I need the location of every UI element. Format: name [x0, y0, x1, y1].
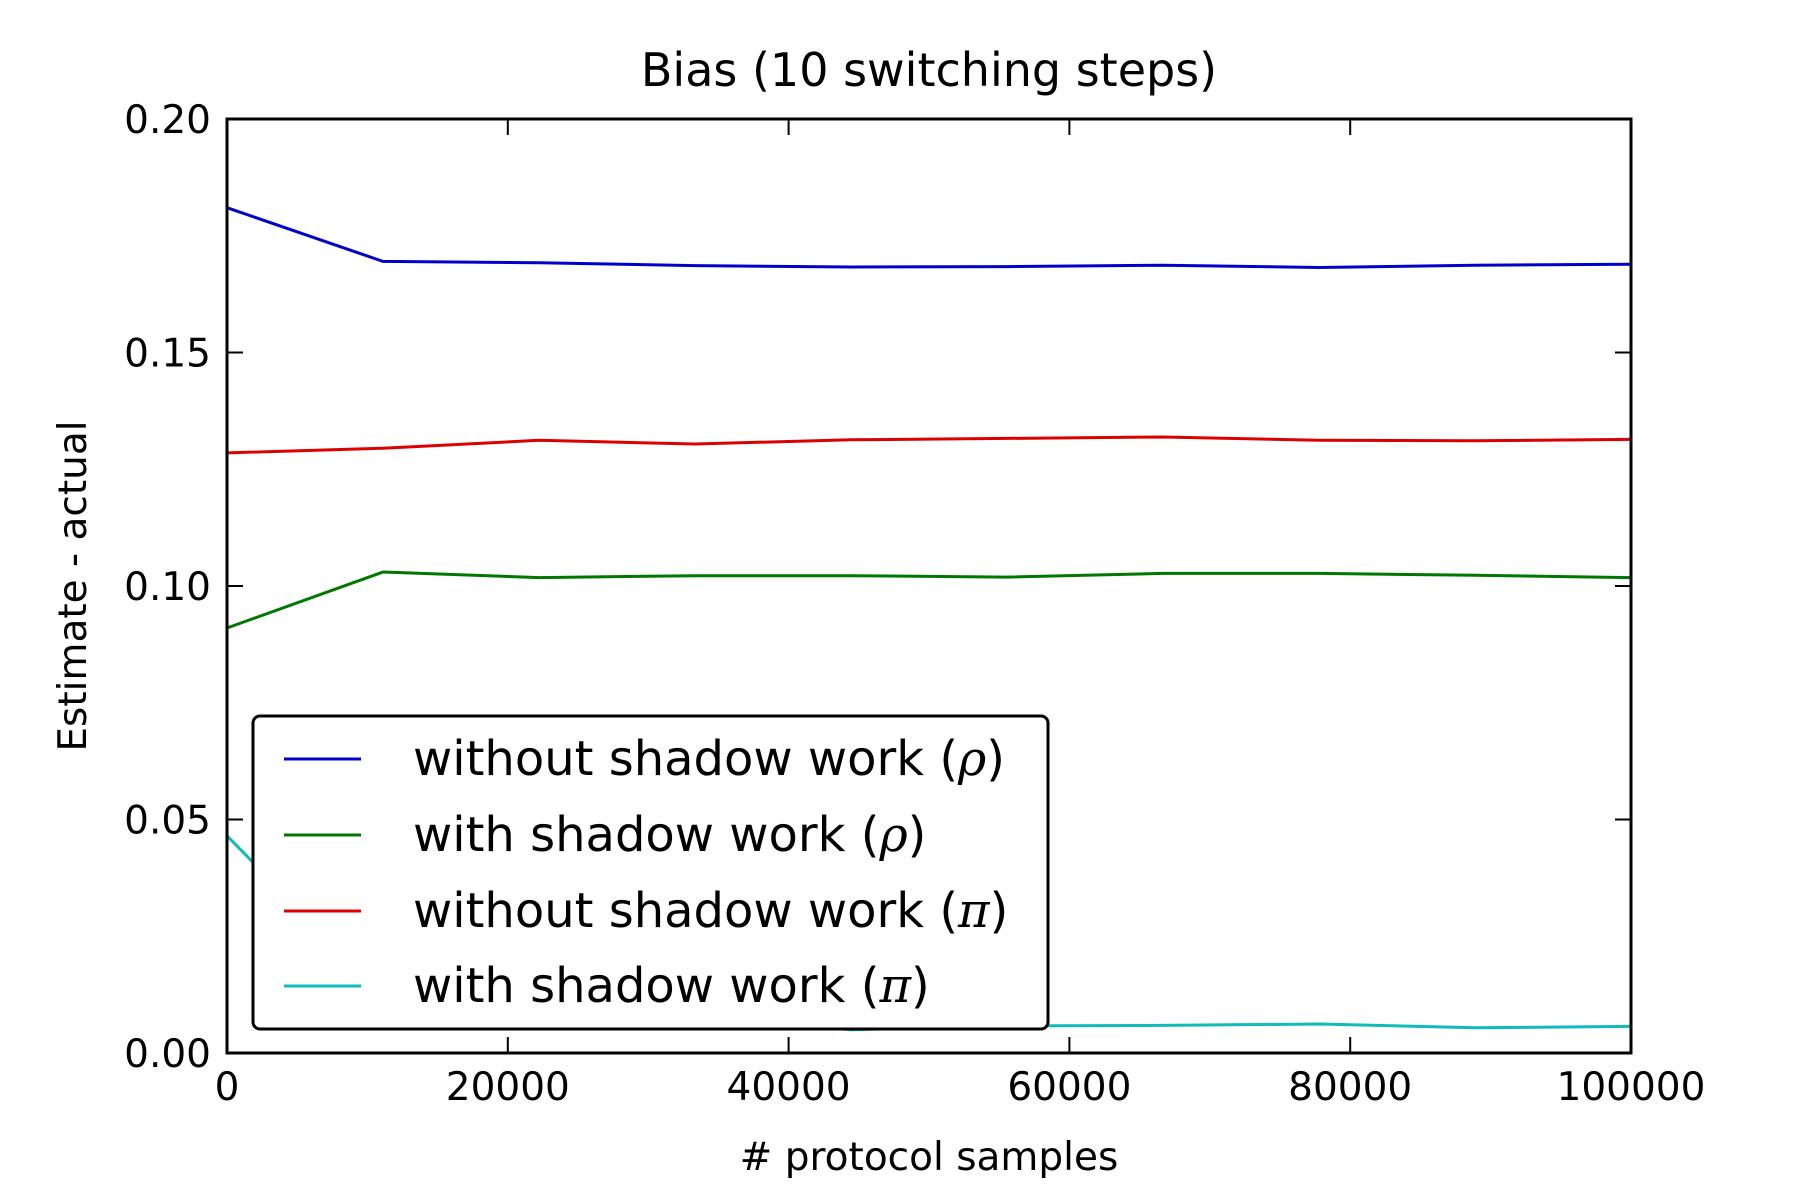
- y-tick-label: 0.10: [124, 565, 211, 610]
- chart-title: Bias (10 switching steps): [641, 43, 1217, 97]
- legend-label-with-shadow-work-rho: with shadow work (ρ): [413, 807, 926, 863]
- legend-label-without-shadow-work-pi: without shadow work (π): [413, 883, 1008, 939]
- x-tick-label: 0: [215, 1065, 240, 1110]
- series-line-2: [226, 435, 1632, 455]
- y-tick-label: 0.20: [124, 98, 211, 143]
- x-axis-label: # protocol samples: [740, 1135, 1119, 1180]
- y-tick-label: 0.05: [124, 799, 211, 844]
- legend-label-with-shadow-work-pi: with shadow work (π): [413, 958, 930, 1014]
- legend-label-without-shadow-work-rho: without shadow work (ρ): [413, 731, 1005, 787]
- legend: without shadow work (ρ) with shadow work…: [251, 714, 1050, 1031]
- y-tick-label: 0.15: [124, 332, 211, 377]
- axes: 0 20000 40000 60000 80000 100000 0.00 0.05 0.10 0…: [124, 98, 1705, 1110]
- y-axis-label: Estimate - actual: [51, 420, 96, 751]
- series-line-1: [226, 570, 1632, 630]
- x-tick-label: 80000: [1288, 1065, 1412, 1110]
- x-tick-label: 60000: [1007, 1065, 1131, 1110]
- y-tick-label: 0.00: [124, 1032, 211, 1077]
- x-tick-label: 100000: [1557, 1065, 1706, 1110]
- series-line-0: [226, 206, 1632, 269]
- legend-box: [251, 714, 1050, 1031]
- x-tick-label: 40000: [727, 1065, 851, 1110]
- x-tick-label: 20000: [446, 1065, 570, 1110]
